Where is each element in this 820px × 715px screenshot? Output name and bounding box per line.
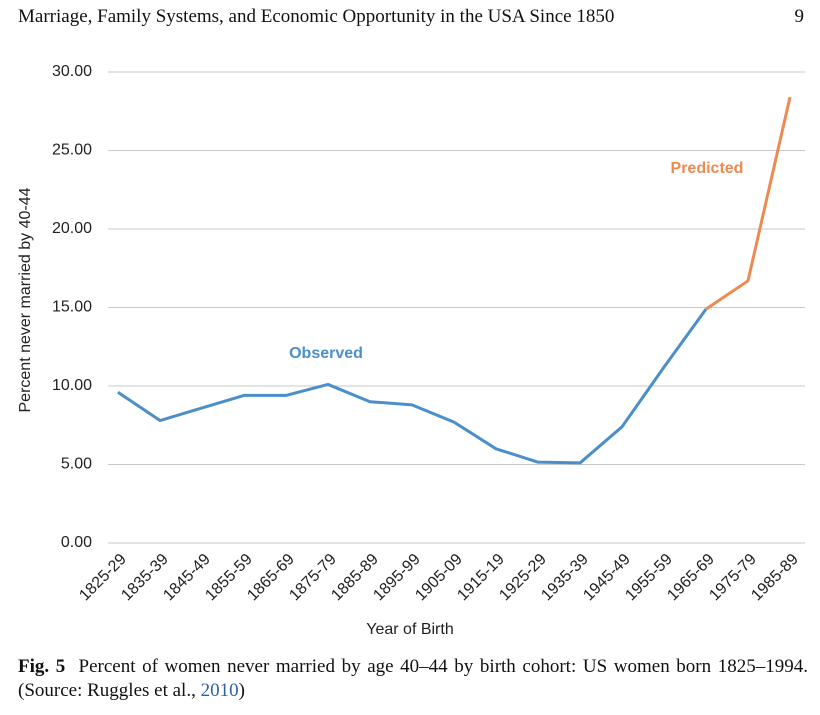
caption-label: Fig. 5 [18, 656, 66, 677]
x-axis-label: Year of Birth [366, 621, 453, 638]
series-label: Predicted [671, 160, 744, 177]
line-series [117, 308, 708, 465]
y-tick-label: 15.00 [52, 299, 92, 316]
y-tick-label: 30.00 [52, 63, 92, 80]
x-tick-label: 1985-89 [748, 551, 802, 605]
line-series [705, 96, 792, 311]
y-tick-label: 10.00 [52, 377, 92, 394]
chart: Year of Birth Percent never married by 4… [17, 63, 805, 638]
y-tick-label: 25.00 [52, 142, 92, 159]
y-tick-label: 0.00 [61, 534, 92, 551]
series-label: Observed [289, 345, 363, 362]
caption-end: ) [238, 680, 245, 701]
caption-text: Percent of women never married by age 40… [18, 656, 809, 701]
page-number: 9 [794, 6, 805, 27]
y-tick-label: 20.00 [52, 220, 92, 237]
citation[interactable]: 2010 [200, 680, 239, 701]
running-title: Marriage, Family Systems, and Economic O… [18, 6, 615, 27]
y-tick-label: 5.00 [61, 456, 92, 473]
caption: Fig. 5 Percent of women never married by… [18, 655, 808, 703]
y-axis-label: Percent never married by 40-44 [17, 187, 34, 412]
